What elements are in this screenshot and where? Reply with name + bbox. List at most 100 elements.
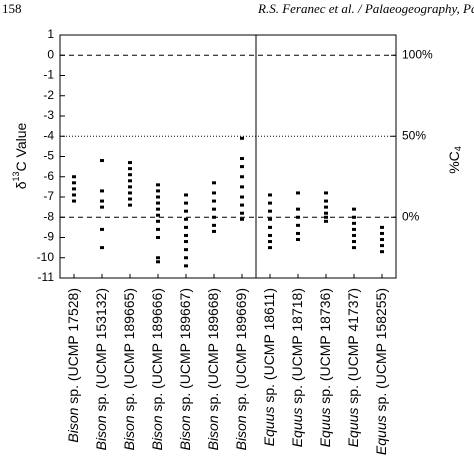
category-specimen: sp. (UCMP 189668) bbox=[205, 288, 221, 411]
data-point bbox=[184, 217, 188, 221]
data-point bbox=[128, 179, 132, 183]
y-tick-label: -4 bbox=[43, 128, 54, 142]
y2-axis-label: %C4 bbox=[446, 146, 464, 174]
y-tick-label: -7 bbox=[43, 189, 54, 203]
data-point bbox=[296, 207, 300, 211]
x-tick-label: Equus sp. (UCMP 41737) bbox=[345, 288, 361, 447]
data-point bbox=[184, 209, 188, 213]
y-tick-label: -2 bbox=[43, 88, 54, 102]
data-point bbox=[296, 223, 300, 227]
data-point bbox=[380, 238, 384, 242]
data-point bbox=[240, 203, 244, 207]
x-tick-label: Bison sp. (UCMP 189668) bbox=[205, 288, 221, 450]
y2-tick-label: 50% bbox=[402, 128, 426, 142]
category-genus: Bison bbox=[177, 415, 193, 450]
data-point bbox=[268, 240, 272, 244]
x-tick-label: Bison sp. (UCMP 189665) bbox=[121, 288, 137, 450]
data-point bbox=[156, 183, 160, 187]
data-point bbox=[100, 199, 104, 203]
data-point bbox=[72, 175, 76, 179]
category-specimen: sp. (UCMP 189669) bbox=[233, 288, 249, 411]
data-point bbox=[72, 199, 76, 203]
data-point bbox=[128, 173, 132, 177]
category-specimen: sp. (UCMP 18736) bbox=[317, 288, 333, 404]
data-point bbox=[184, 233, 188, 237]
data-point bbox=[128, 197, 132, 201]
data-point bbox=[380, 231, 384, 235]
category-specimen: sp. (UCMP 189666) bbox=[149, 288, 165, 411]
data-point bbox=[156, 227, 160, 231]
plot-frame bbox=[59, 34, 397, 279]
data-point bbox=[184, 193, 188, 197]
y-tick-label: -3 bbox=[43, 108, 54, 122]
y-tick-label: -8 bbox=[43, 209, 54, 223]
y-tick-label: -10 bbox=[37, 250, 55, 264]
data-point bbox=[268, 233, 272, 237]
page-number: 158 bbox=[2, 1, 22, 16]
data-point bbox=[352, 227, 356, 231]
data-point bbox=[100, 227, 104, 231]
data-point bbox=[128, 191, 132, 195]
category-genus: Bison bbox=[121, 415, 137, 450]
data-point bbox=[352, 233, 356, 237]
category-specimen: sp. (UCMP 17528) bbox=[65, 288, 81, 404]
data-point bbox=[352, 240, 356, 244]
data-point bbox=[212, 191, 216, 195]
data-point bbox=[100, 189, 104, 193]
data-point bbox=[212, 229, 216, 233]
data-point bbox=[156, 201, 160, 205]
data-point bbox=[72, 181, 76, 185]
data-point bbox=[380, 250, 384, 254]
data-point bbox=[156, 195, 160, 199]
data-point bbox=[156, 219, 160, 223]
data-point bbox=[352, 221, 356, 225]
data-point bbox=[184, 201, 188, 205]
y-axis-label: δ13C Value bbox=[11, 123, 28, 190]
data-point bbox=[296, 191, 300, 195]
data-point bbox=[184, 240, 188, 244]
y-label-part: δ bbox=[13, 181, 29, 189]
data-point bbox=[268, 209, 272, 213]
data-point bbox=[128, 161, 132, 165]
x-tick-label: Equus sp. (UCMP 18611) bbox=[261, 288, 277, 446]
data-point bbox=[156, 236, 160, 239]
data-point bbox=[212, 215, 216, 219]
data-point bbox=[296, 215, 300, 219]
data-point bbox=[100, 205, 104, 209]
category-genus: Bison bbox=[205, 415, 221, 450]
running-title: R.S. Feranec et al. / Palaeogeography, P… bbox=[257, 1, 474, 16]
y-tick-label: 1 bbox=[47, 27, 54, 41]
category-specimen: sp. (UCMP 153132) bbox=[93, 288, 109, 411]
data-point bbox=[72, 193, 76, 197]
data-point bbox=[268, 193, 272, 197]
y2-label-sub: 4 bbox=[453, 146, 463, 151]
data-point bbox=[324, 211, 328, 215]
data-point bbox=[212, 199, 216, 203]
y2-label-part: %C bbox=[446, 151, 462, 174]
data-point bbox=[324, 205, 328, 209]
data-point bbox=[240, 185, 244, 189]
data-point bbox=[240, 211, 244, 215]
category-specimen: sp. (UCMP 189665) bbox=[121, 288, 137, 411]
category-specimen: sp. (UCMP 18718) bbox=[289, 288, 305, 404]
data-point bbox=[268, 246, 272, 250]
data-point bbox=[156, 260, 160, 264]
data-point bbox=[156, 207, 160, 211]
data-point bbox=[296, 238, 300, 242]
y-tick-label: 0 bbox=[47, 47, 54, 61]
y-tick-label: -11 bbox=[38, 270, 55, 284]
category-genus: Equus bbox=[261, 407, 277, 447]
category-genus: Bison bbox=[149, 415, 165, 450]
category-genus: Bison bbox=[233, 415, 249, 450]
data-point bbox=[240, 165, 244, 169]
y-tick-label: -1 bbox=[43, 68, 54, 82]
data-point bbox=[268, 217, 272, 221]
data-point bbox=[212, 207, 216, 211]
y-label-sup: 13 bbox=[11, 171, 21, 181]
category-genus: Bison bbox=[65, 407, 81, 442]
data-point bbox=[240, 157, 244, 161]
data-point bbox=[128, 203, 132, 207]
y2-tick-label: 0% bbox=[402, 209, 420, 223]
x-tick-label: Bison sp. (UCMP 189666) bbox=[149, 288, 165, 450]
data-point bbox=[72, 187, 76, 191]
